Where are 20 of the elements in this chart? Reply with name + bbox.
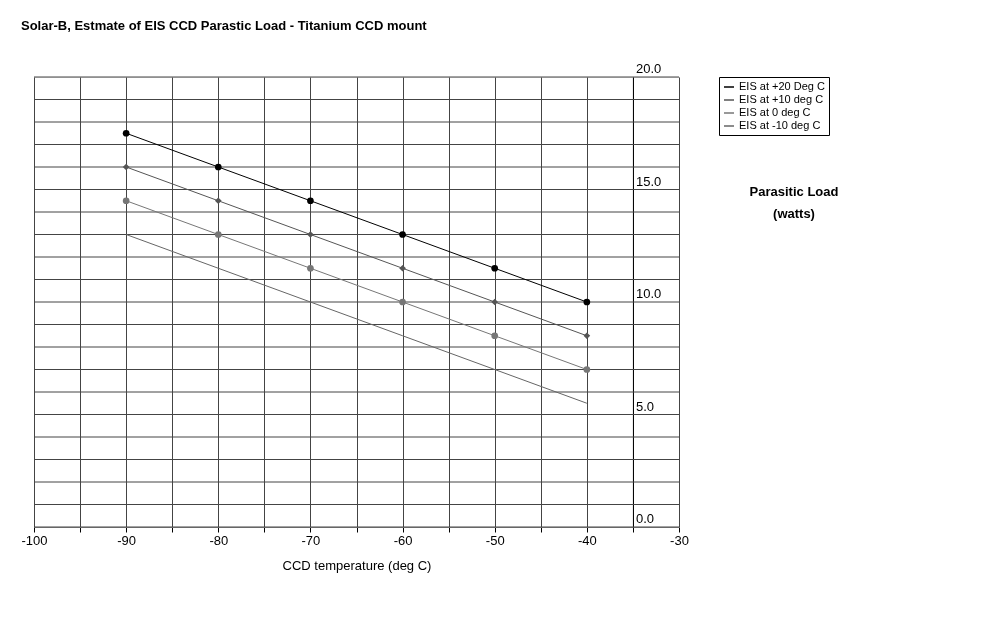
- x-tick-label: -70: [301, 532, 321, 548]
- x-tick-label: -50: [485, 532, 505, 548]
- y-tick-label: 20.0: [635, 61, 662, 76]
- x-axis-title: CCD temperature (deg C): [282, 557, 432, 573]
- y-tick-label: 15.0: [635, 173, 662, 189]
- x-tick-label: -80: [209, 532, 229, 548]
- x-tick-label: -40: [577, 532, 597, 548]
- y-tick-label: 5.0: [635, 398, 655, 414]
- x-tick-label: -100: [21, 532, 48, 548]
- y-tick-label: 10.0: [635, 286, 662, 301]
- y-axis-title: Parasitic Load (watts): [749, 184, 839, 221]
- legend-label: EIS at +20 Deg C: [739, 80, 825, 92]
- x-tick-label: -60: [393, 532, 413, 548]
- y-tick-label: 0.0: [635, 511, 655, 526]
- legend-label: EIS at 0 deg C: [739, 106, 811, 118]
- legend-label: EIS at -10 deg C: [739, 119, 821, 131]
- chart-title: Solar-B, Estmate of EIS CCD Parastic Load - Titanium CCD mount: [20, 18, 428, 33]
- x-tick-label: -90: [117, 532, 137, 548]
- legend-label: EIS at +10 deg C: [739, 93, 824, 105]
- x-tick-label: -30: [670, 532, 689, 548]
